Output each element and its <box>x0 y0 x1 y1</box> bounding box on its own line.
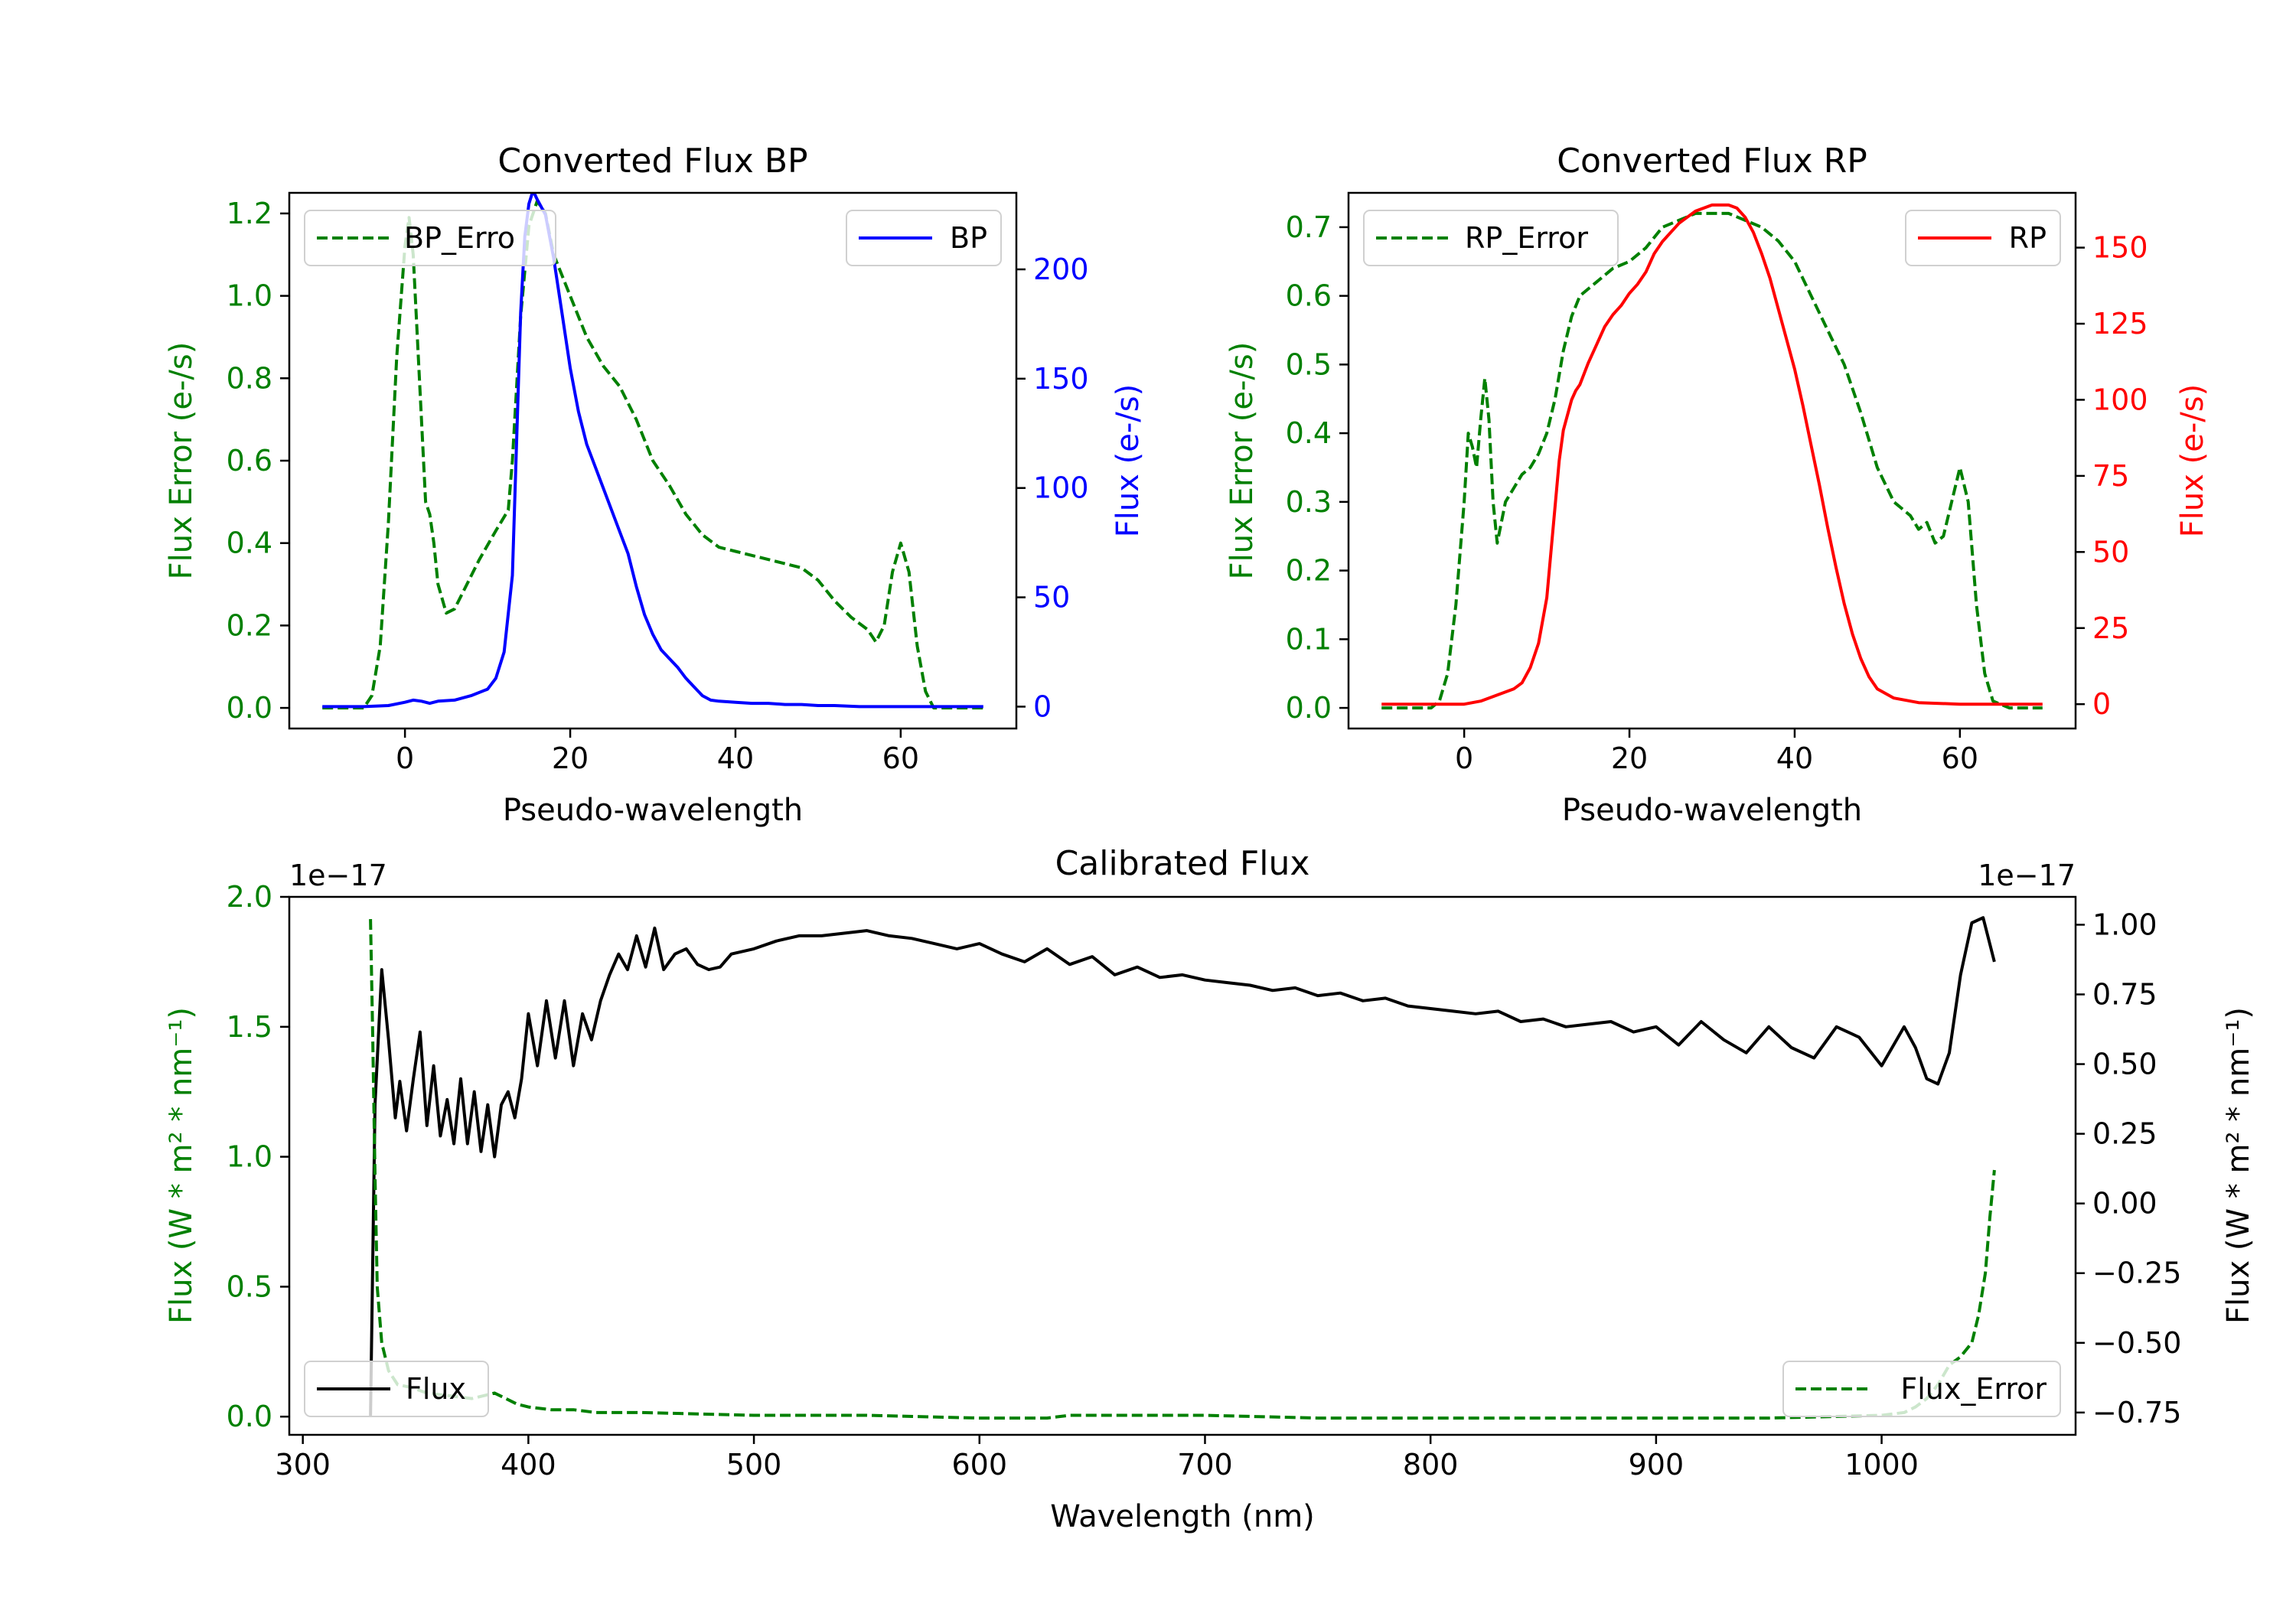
y-tick-label-right: 150 <box>1033 362 1089 396</box>
y-tick-label-right: 0.25 <box>2092 1117 2157 1151</box>
y-axis-label-right: Flux (W * m² * nm⁻¹) <box>2221 1007 2256 1324</box>
y-tick-label-right: 50 <box>1033 581 1070 614</box>
chart-title: Calibrated Flux <box>1055 844 1310 883</box>
y-tick-label-right: −0.75 <box>2092 1396 2181 1429</box>
y-tick-label-left: 0.7 <box>1286 210 1332 244</box>
legend-label-flux-error: Flux_Error <box>1900 1372 2047 1406</box>
legend-right: Flux_Error <box>1782 1361 2061 1417</box>
legend-label-rp-error: RP_Error <box>1465 221 1588 255</box>
legend-left: RP_Error <box>1363 210 1619 266</box>
y-tick-label-left: 0.2 <box>1286 554 1332 588</box>
y-tick-label-right: −0.50 <box>2092 1326 2181 1360</box>
y-tick-label-right: −0.25 <box>2092 1257 2181 1290</box>
y-tick-label-right: 0 <box>2092 687 2111 721</box>
y-tick-label-right: 25 <box>2092 611 2129 645</box>
chart-title: Converted Flux RP <box>1557 142 1867 181</box>
x-tick-label: 40 <box>1776 742 1813 775</box>
x-axis-label: Pseudo-wavelength <box>503 793 803 828</box>
y-tick-label-left: 1.2 <box>227 197 272 230</box>
y-tick-label-right: 150 <box>2092 231 2148 265</box>
panel-bp: Converted Flux BP 0 20 40 60 0.0 0.2 0.4 0.6 0.8… <box>164 142 1146 828</box>
y-tick-label-left: 0.6 <box>227 444 272 478</box>
offset-label-right: 1e−17 <box>1978 859 2076 892</box>
x-tick-label: 60 <box>1942 742 1978 775</box>
y-axis-label-left: Flux (W * m² * nm⁻¹) <box>164 1007 199 1324</box>
series-line-rp-error <box>1381 211 2043 710</box>
y-axis-label-right: Flux (e-/s) <box>1110 384 1146 537</box>
legend-label-flux: Flux <box>406 1372 466 1406</box>
y-axis-label-left: Flux Error (e-/s) <box>164 342 199 580</box>
y-tick-label-left: 0.0 <box>1286 691 1332 725</box>
x-tick-label: 60 <box>882 742 919 775</box>
y-tick-label-right: 0.50 <box>2092 1048 2157 1081</box>
series-line-rp <box>1381 203 2043 706</box>
x-tick-label: 40 <box>717 742 754 775</box>
y-tick-label-left: 0.0 <box>227 1400 272 1433</box>
y-tick-label-right: 100 <box>1033 471 1089 505</box>
x-tick-label: 1000 <box>1844 1448 1919 1482</box>
plot-frame <box>288 895 2077 1436</box>
legend-left: BP_Erro <box>304 210 556 266</box>
x-tick-label: 900 <box>1629 1448 1684 1482</box>
x-tick-label: 600 <box>952 1448 1008 1482</box>
series-line-bp-error <box>322 199 983 710</box>
series-line-flux <box>369 916 1996 1417</box>
legend-left: Flux <box>304 1361 489 1417</box>
y-tick-label-left: 0.3 <box>1286 485 1332 519</box>
legend-right: RP <box>1905 210 2061 266</box>
x-tick-label: 20 <box>1611 742 1648 775</box>
y-tick-label-left: 1.0 <box>227 1140 272 1174</box>
x-tick-label: 20 <box>552 742 589 775</box>
x-tick-label: 700 <box>1177 1448 1233 1482</box>
y-axis-label-right: Flux (e-/s) <box>2175 384 2210 537</box>
y-tick-label-right: 100 <box>2092 383 2148 416</box>
y-tick-label-left: 0.2 <box>227 608 272 642</box>
y-tick-label-left: 1.5 <box>227 1010 272 1044</box>
legend-right: BP <box>846 210 1002 266</box>
x-tick-label: 0 <box>1455 742 1473 775</box>
y-tick-label-left: 0.6 <box>1286 279 1332 313</box>
y-tick-label-left: 2.0 <box>227 880 272 914</box>
y-tick-label-left: 0.1 <box>1286 622 1332 656</box>
y-tick-label-right: 0 <box>1033 689 1052 723</box>
legend-label-rp: RP <box>2009 221 2047 255</box>
y-tick-label-right: 0.75 <box>2092 977 2157 1011</box>
y-tick-label-left: 0.0 <box>227 691 272 725</box>
y-tick-label-left: 0.4 <box>1286 416 1332 450</box>
legend-label-bp-error: BP_Erro <box>404 221 515 255</box>
y-tick-label-right: 0.00 <box>2092 1187 2157 1221</box>
x-tick-label: 400 <box>501 1448 556 1482</box>
x-axis-label: Pseudo-wavelength <box>1562 793 1862 828</box>
y-tick-label-right: 200 <box>1033 253 1089 286</box>
series-line-bp <box>322 193 983 709</box>
y-tick-label-right: 50 <box>2092 535 2129 569</box>
y-tick-label-left: 0.8 <box>227 361 272 395</box>
offset-label-left: 1e−17 <box>289 859 387 892</box>
y-tick-label-left: 0.5 <box>227 1270 272 1303</box>
y-tick-label-left: 0.4 <box>227 526 272 560</box>
panel-rp: Converted Flux RP 0 20 40 60 0.0 0.1 0.2 0.3 0.4… <box>1225 142 2210 828</box>
plot-frame <box>1347 191 2077 730</box>
legend-label-bp: BP <box>950 221 987 255</box>
x-tick-label: 800 <box>1403 1448 1459 1482</box>
y-tick-label-right: 75 <box>2092 459 2129 493</box>
x-tick-label: 300 <box>275 1448 331 1482</box>
y-tick-label-left: 1.0 <box>227 279 272 313</box>
x-tick-label: 500 <box>726 1448 782 1482</box>
y-tick-label-right: 125 <box>2092 307 2148 341</box>
chart-title: Converted Flux BP <box>497 142 807 181</box>
y-tick-label-left: 0.5 <box>1286 347 1332 381</box>
x-tick-label: 0 <box>396 742 414 775</box>
y-tick-label-right: 1.00 <box>2092 908 2157 941</box>
x-axis-label: Wavelength (nm) <box>1050 1499 1315 1534</box>
y-axis-label-left: Flux Error (e-/s) <box>1225 342 1260 580</box>
panel-calibrated: Calibrated Flux 1e−17 1e−17 300 400 500 600… <box>164 844 2256 1534</box>
